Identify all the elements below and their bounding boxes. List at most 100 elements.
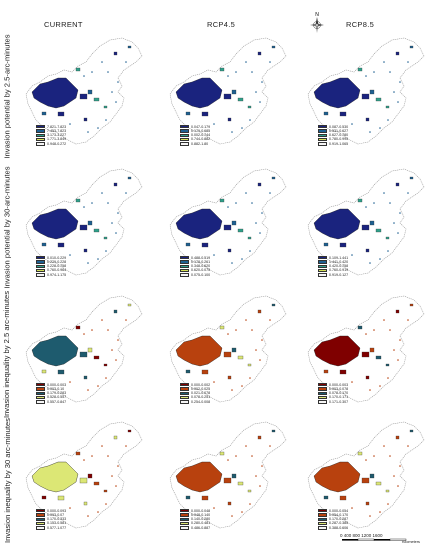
legend-label: 0.078-0.251 — [191, 395, 211, 400]
occurrence-dot — [259, 359, 261, 361]
invaded-patch — [339, 495, 347, 501]
occurrence-dot — [389, 329, 391, 331]
legend-item: 1.771-3.849 — [36, 137, 66, 141]
map-panel-r3-c2: 0.000-0.002 0.002-0.025 0.021-0.078 0.078-0… — [162, 290, 294, 408]
legend-item: 0.557-0.847 — [36, 400, 66, 404]
occurrence-dot — [91, 71, 93, 73]
legend-item: 0.919-1.065 — [318, 142, 348, 146]
scale-bar-unit: Kilometers — [402, 540, 420, 544]
occurrence-dot — [249, 377, 251, 379]
row-label-inequality-30: Invasion inequality by 30 arc-minutes — [2, 417, 12, 543]
china-map — [307, 168, 425, 276]
occurrence-dot — [383, 319, 385, 321]
legend-label: 0.003-0.10 — [47, 386, 65, 391]
legend-item: 0.287-0.385 — [318, 521, 348, 525]
invaded-patch — [357, 325, 363, 330]
invaded-patch — [237, 481, 244, 486]
occurrence-dot — [407, 61, 409, 63]
legend-swatch — [180, 142, 189, 146]
occurrence-dot — [407, 319, 409, 321]
invaded-patch — [231, 347, 237, 353]
legend-label: 0.557-0.847 — [47, 399, 67, 404]
legend-swatch — [36, 256, 45, 260]
invaded-patch — [219, 325, 225, 330]
legend-label: 0.760-0.964 — [47, 268, 67, 273]
occurrence-dot — [393, 475, 395, 477]
north-arrow-icon: N — [309, 11, 325, 35]
occurrence-dot — [379, 385, 381, 387]
legend-swatch — [36, 509, 45, 513]
legend-label: 0.948-0.272 — [47, 141, 67, 146]
legend-swatch — [180, 260, 189, 264]
legend-label: 0.000-0.003 — [47, 382, 67, 387]
compass-label: N — [315, 12, 319, 18]
invaded-patch — [87, 473, 93, 479]
invaded-patch — [113, 51, 118, 56]
legend-label: 0.109-1.441 — [329, 255, 349, 260]
map-panel-r1-c2: 0.047-0.179 0.179-0.685 0.002-0.744 0.744-0… — [162, 32, 294, 150]
legend-swatch — [36, 260, 45, 264]
invaded-patch — [395, 309, 400, 314]
occurrence-dot — [373, 202, 375, 204]
legend-label: 0.280-0.481 — [191, 521, 211, 526]
invaded-patch — [83, 501, 88, 506]
china-map — [169, 421, 287, 529]
legend-swatch — [36, 521, 45, 526]
occurrence-dot — [251, 71, 253, 73]
legend-swatch — [36, 268, 45, 273]
occurrence-dot — [365, 459, 367, 461]
invaded-patch — [339, 242, 347, 248]
occurrence-dot — [231, 389, 233, 391]
invaded-patch — [231, 473, 237, 479]
invaded-patch — [247, 105, 252, 109]
occurrence-dot — [399, 465, 401, 467]
invaded-patch — [361, 93, 370, 100]
legend-label: 0.974-1.175 — [47, 272, 67, 277]
occurrence-dot — [383, 445, 385, 447]
invaded-patch — [223, 93, 232, 100]
occurrence-dot — [227, 75, 229, 77]
map-legend: 0.087-0.530 0.531-0.627 0.627-0.780 0.780-0… — [318, 125, 348, 146]
occurrence-dot — [255, 475, 257, 477]
map-panel-r2-c3: 0.109-1.441 1.441-0.420 0.420-0.758 0.760-0… — [300, 163, 432, 281]
occurrence-dot — [111, 475, 113, 477]
occurrence-dot — [389, 71, 391, 73]
invaded-patch — [83, 248, 88, 253]
occurrence-dot — [379, 511, 381, 513]
invaded-patch — [361, 351, 370, 358]
legend-swatch — [36, 129, 45, 133]
legend-item: 0.000-0.093 — [36, 509, 66, 513]
legend-item: 0.528-0.557 — [36, 395, 66, 399]
legend-swatch — [318, 125, 327, 129]
legend-swatch — [318, 395, 327, 400]
invaded-patch — [365, 375, 370, 380]
legend-item: 0.170-0.171 — [318, 395, 348, 399]
occurrence-dot — [383, 192, 385, 194]
legend-swatch — [180, 400, 189, 404]
legend-label: 0.388-0.606 — [329, 525, 349, 530]
invaded-patch — [365, 248, 370, 253]
legend-label: 0.287-0.385 — [329, 521, 349, 526]
invaded-patch — [83, 117, 88, 122]
occurrence-dot — [249, 503, 251, 505]
legend-label: 0.486-0.887 — [191, 525, 211, 530]
country-outline — [169, 37, 287, 145]
legend-label: 0.919-0.127 — [329, 272, 349, 277]
legend-swatch — [36, 142, 45, 146]
legend-item: 0.171-0.307 — [318, 400, 348, 404]
invaded-region-main — [175, 77, 223, 109]
legend-label: 0.531-0.627 — [329, 128, 349, 133]
china-map — [25, 168, 143, 276]
legend-label: 0.229-0.228 — [47, 259, 67, 264]
legend-swatch — [36, 526, 45, 530]
occurrence-dot — [351, 381, 353, 383]
legend-swatch — [318, 268, 327, 273]
legend-item: 0.153-0.581 — [36, 521, 66, 525]
legend-item: 0.179-0.685 — [180, 129, 210, 133]
invaded-patch — [201, 369, 209, 375]
legend-item: 0.048-0.140 — [180, 513, 210, 517]
occurrence-dot — [105, 503, 107, 505]
legend-label: 7.821-7.823 — [47, 124, 67, 129]
country-outline — [169, 168, 287, 276]
legend-swatch — [318, 273, 327, 277]
